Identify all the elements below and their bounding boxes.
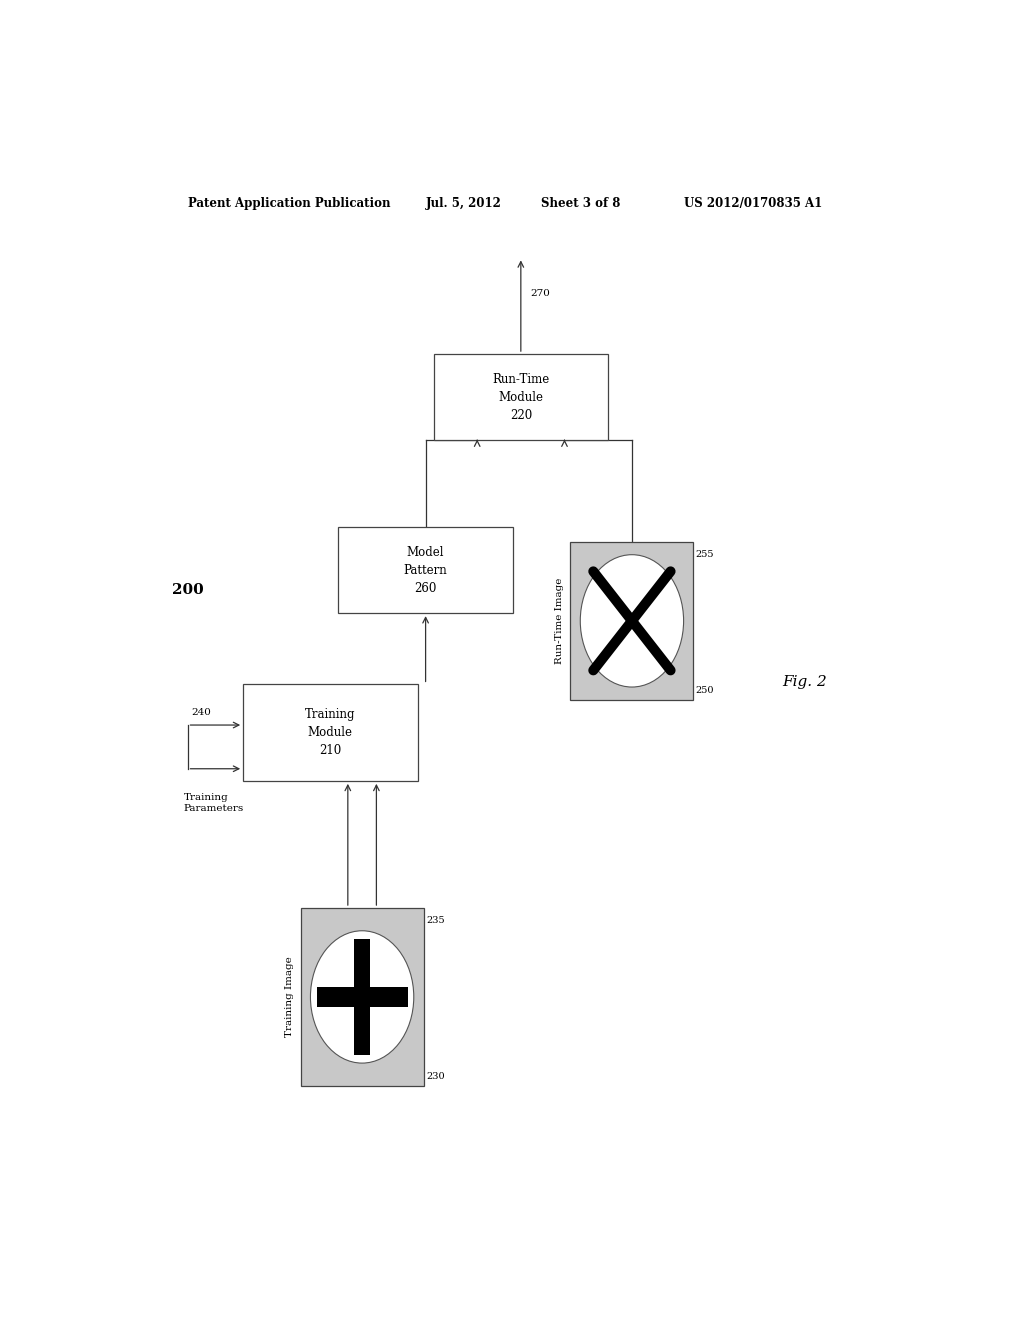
Bar (354, 939, 370, 1055)
Bar (316, 987, 408, 1007)
Text: Sheet 3 of 8: Sheet 3 of 8 (541, 197, 621, 210)
Text: Training Image: Training Image (286, 957, 294, 1038)
Text: 200: 200 (172, 583, 204, 598)
Text: 235: 235 (426, 916, 444, 925)
Circle shape (581, 554, 684, 686)
Bar (338, 527, 513, 614)
Text: Patent Application Publication: Patent Application Publication (187, 197, 390, 210)
Bar (570, 543, 693, 700)
Text: Jul. 5, 2012: Jul. 5, 2012 (426, 197, 502, 210)
Text: Training
Module
210: Training Module 210 (305, 708, 355, 758)
Bar (433, 354, 608, 441)
Text: Training
Parameters: Training Parameters (183, 792, 244, 813)
Text: 250: 250 (696, 685, 715, 694)
Text: Run-Time Image: Run-Time Image (555, 578, 564, 664)
Bar (243, 684, 418, 781)
Text: 270: 270 (530, 289, 550, 297)
Circle shape (310, 931, 414, 1063)
Bar (301, 908, 424, 1086)
Text: US 2012/0170835 A1: US 2012/0170835 A1 (684, 197, 822, 210)
Text: Run-Time
Module
220: Run-Time Module 220 (493, 372, 550, 422)
Text: 255: 255 (696, 550, 715, 560)
Text: 240: 240 (191, 708, 211, 717)
Text: 230: 230 (426, 1072, 444, 1081)
Text: Fig. 2: Fig. 2 (782, 675, 827, 689)
Text: Model
Pattern
260: Model Pattern 260 (403, 545, 447, 594)
